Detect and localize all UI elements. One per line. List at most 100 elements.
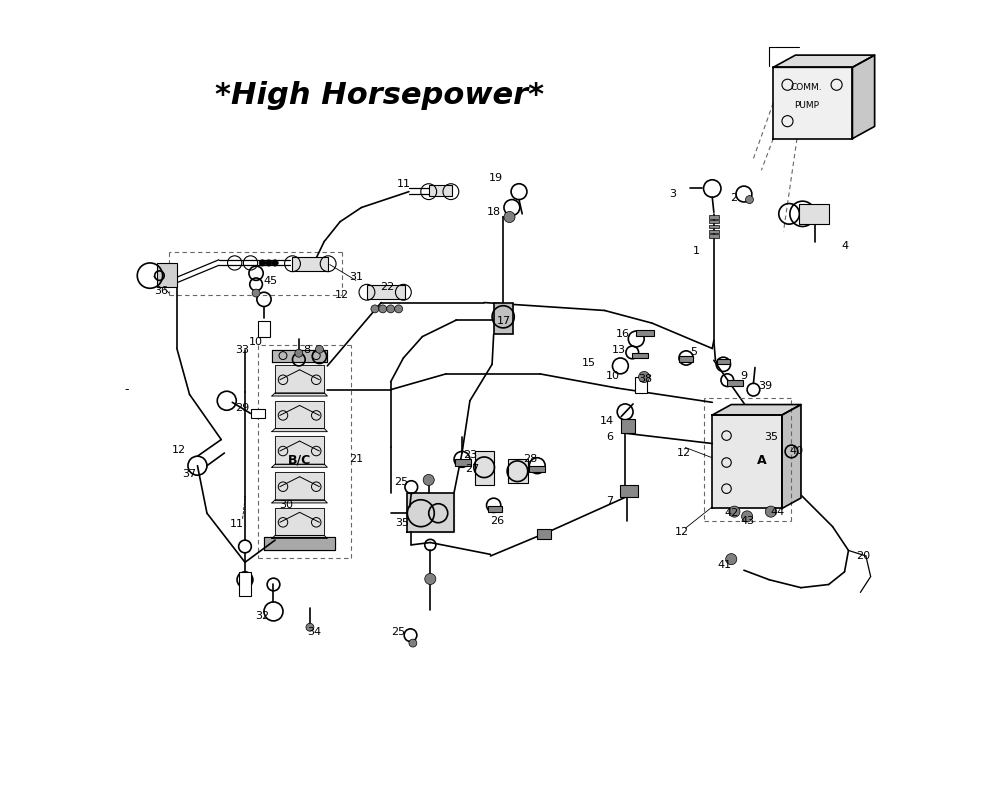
Text: 15: 15 xyxy=(582,358,596,367)
Text: 9: 9 xyxy=(740,371,747,381)
Polygon shape xyxy=(264,537,335,550)
Text: PUMP: PUMP xyxy=(794,101,819,110)
Polygon shape xyxy=(272,535,327,539)
Polygon shape xyxy=(275,401,324,428)
Circle shape xyxy=(726,554,737,565)
Text: 23: 23 xyxy=(463,450,477,459)
Text: 7: 7 xyxy=(606,496,613,505)
Polygon shape xyxy=(773,55,875,67)
Text: 40: 40 xyxy=(790,447,804,456)
Bar xyxy=(429,185,452,196)
Text: 8: 8 xyxy=(303,345,310,355)
Circle shape xyxy=(259,260,266,266)
Circle shape xyxy=(765,506,776,517)
Bar xyxy=(292,257,328,271)
Circle shape xyxy=(425,573,436,584)
Bar xyxy=(727,380,743,386)
Text: 2: 2 xyxy=(730,193,737,203)
Text: 6: 6 xyxy=(606,432,613,442)
Bar xyxy=(709,230,719,233)
Polygon shape xyxy=(275,508,324,535)
Bar xyxy=(367,285,405,299)
Bar xyxy=(709,225,719,228)
Polygon shape xyxy=(275,365,324,393)
Text: 12: 12 xyxy=(677,448,691,458)
Polygon shape xyxy=(407,493,454,532)
Text: 38: 38 xyxy=(639,374,653,383)
Text: 44: 44 xyxy=(770,507,784,516)
Text: A: A xyxy=(757,455,766,467)
Polygon shape xyxy=(773,67,852,139)
Bar xyxy=(717,359,730,364)
Bar xyxy=(632,353,648,358)
Polygon shape xyxy=(275,472,324,500)
Bar xyxy=(709,215,719,219)
Circle shape xyxy=(423,474,434,485)
Bar xyxy=(679,356,693,362)
Text: 42: 42 xyxy=(724,508,738,518)
Text: 35: 35 xyxy=(764,432,778,442)
Bar xyxy=(529,466,545,472)
Circle shape xyxy=(295,349,303,357)
Text: 34: 34 xyxy=(307,627,321,637)
Bar xyxy=(799,204,829,224)
Text: 13: 13 xyxy=(612,345,626,355)
Text: 5: 5 xyxy=(691,347,698,356)
Bar xyxy=(635,377,647,393)
Text: -: - xyxy=(124,383,128,396)
Text: 14: 14 xyxy=(600,417,614,426)
Text: 1: 1 xyxy=(693,246,700,256)
Text: 12: 12 xyxy=(335,290,349,299)
Bar xyxy=(239,572,251,596)
Text: 25: 25 xyxy=(394,477,408,486)
Bar xyxy=(494,303,513,334)
Text: 10: 10 xyxy=(605,371,619,381)
Text: 20: 20 xyxy=(856,551,870,561)
Circle shape xyxy=(306,623,314,631)
Bar xyxy=(621,419,635,433)
Text: 11: 11 xyxy=(230,520,244,529)
Bar xyxy=(488,506,502,512)
Bar xyxy=(537,529,551,539)
Polygon shape xyxy=(272,500,327,503)
Circle shape xyxy=(742,511,753,522)
Circle shape xyxy=(379,305,387,313)
Bar xyxy=(508,459,528,483)
Circle shape xyxy=(266,260,272,266)
Circle shape xyxy=(272,260,278,266)
Bar xyxy=(455,459,471,466)
Circle shape xyxy=(371,305,379,313)
Text: 12: 12 xyxy=(171,445,186,455)
Text: 12: 12 xyxy=(675,527,689,537)
Text: 19: 19 xyxy=(489,173,503,183)
Text: 30: 30 xyxy=(279,501,293,510)
Polygon shape xyxy=(712,405,801,415)
Text: 22: 22 xyxy=(380,282,395,291)
Polygon shape xyxy=(272,428,327,432)
Text: COMM.: COMM. xyxy=(791,82,822,92)
Text: B/C: B/C xyxy=(288,454,311,466)
Text: 28: 28 xyxy=(523,455,537,464)
Bar xyxy=(709,234,719,238)
Text: 36: 36 xyxy=(154,287,168,296)
Text: 43: 43 xyxy=(740,516,754,526)
Circle shape xyxy=(639,371,650,383)
Bar xyxy=(709,220,719,223)
Polygon shape xyxy=(272,350,327,362)
Text: 18: 18 xyxy=(487,208,501,217)
Bar xyxy=(251,409,265,418)
Bar xyxy=(475,451,494,485)
Polygon shape xyxy=(782,405,801,508)
Text: 37: 37 xyxy=(182,469,197,478)
Bar xyxy=(157,263,177,287)
Polygon shape xyxy=(272,464,327,467)
Text: 33: 33 xyxy=(236,345,250,355)
Polygon shape xyxy=(272,393,327,396)
Polygon shape xyxy=(712,415,782,508)
Polygon shape xyxy=(275,436,324,464)
Circle shape xyxy=(315,345,323,353)
Circle shape xyxy=(504,211,515,223)
Circle shape xyxy=(729,506,740,517)
Bar xyxy=(620,485,638,497)
Bar xyxy=(258,321,270,337)
